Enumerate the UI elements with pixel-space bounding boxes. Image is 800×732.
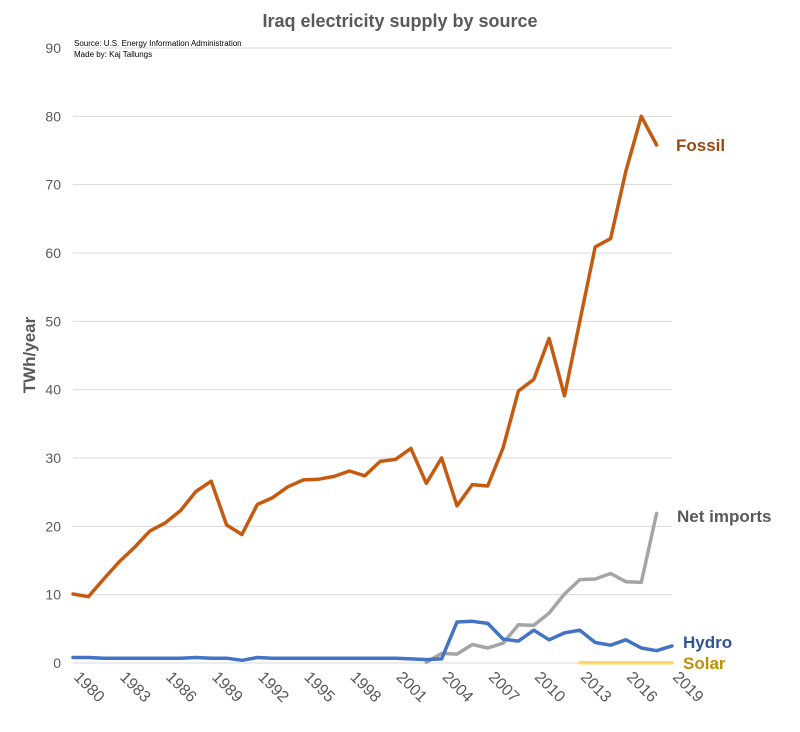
x-tick-label: 1989 bbox=[208, 669, 245, 706]
x-tick-label: 2013 bbox=[577, 669, 614, 706]
x-tick-label: 2004 bbox=[439, 669, 476, 706]
y-axis-label: TWh/year bbox=[20, 316, 39, 393]
series-line-hydro bbox=[71, 619, 674, 663]
y-tick-label: 30 bbox=[45, 450, 61, 466]
series-label-fossil: Fossil bbox=[676, 136, 725, 155]
y-tick-label: 70 bbox=[45, 177, 61, 193]
x-tick-label: 2001 bbox=[393, 669, 430, 706]
y-tick-label: 20 bbox=[45, 518, 61, 534]
x-tick-label: 2010 bbox=[531, 669, 568, 706]
y-tick-label: 90 bbox=[45, 40, 61, 56]
made-by-note: Made by: Kaj Tallungs bbox=[74, 50, 152, 59]
x-tick-label: 2016 bbox=[623, 669, 660, 706]
y-tick-label: 50 bbox=[45, 313, 61, 329]
y-tick-label: 10 bbox=[45, 587, 61, 603]
series-label-solar: Solar bbox=[683, 654, 726, 673]
series-label-net-imports: Net imports bbox=[677, 507, 771, 526]
y-tick-label: 0 bbox=[53, 655, 61, 671]
x-tick-label: 2007 bbox=[485, 669, 522, 706]
x-tick-label: 1992 bbox=[254, 669, 291, 706]
series-lines bbox=[71, 114, 674, 665]
x-tick-label: 1998 bbox=[347, 669, 384, 706]
chart-title: Iraq electricity supply by source bbox=[262, 11, 537, 31]
series-line-fossil bbox=[71, 114, 659, 599]
y-tick-label: 60 bbox=[45, 245, 61, 261]
x-tick-label: 1983 bbox=[116, 669, 153, 706]
series-labels: Fossil Net imports Hydro Solar bbox=[676, 136, 771, 673]
series-label-hydro: Hydro bbox=[683, 633, 732, 652]
x-tick-label: 1986 bbox=[162, 669, 199, 706]
x-axis-ticks: 1980 1983 1986 1989 1992 1995 1998 2001 2004 2007… bbox=[70, 669, 706, 706]
x-tick-label: 1995 bbox=[301, 669, 338, 706]
y-tick-label: 40 bbox=[45, 382, 61, 398]
y-axis-ticks: 0 10 20 30 40 50 60 70 80 90 bbox=[45, 40, 61, 671]
x-tick-label: 1980 bbox=[70, 669, 107, 706]
gridlines bbox=[73, 47, 672, 664]
series-line-net-imports bbox=[424, 511, 659, 665]
source-note: Source: U.S. Energy Information Administ… bbox=[74, 39, 242, 48]
x-tick-label: 2019 bbox=[669, 669, 706, 706]
y-tick-label: 80 bbox=[45, 108, 61, 124]
